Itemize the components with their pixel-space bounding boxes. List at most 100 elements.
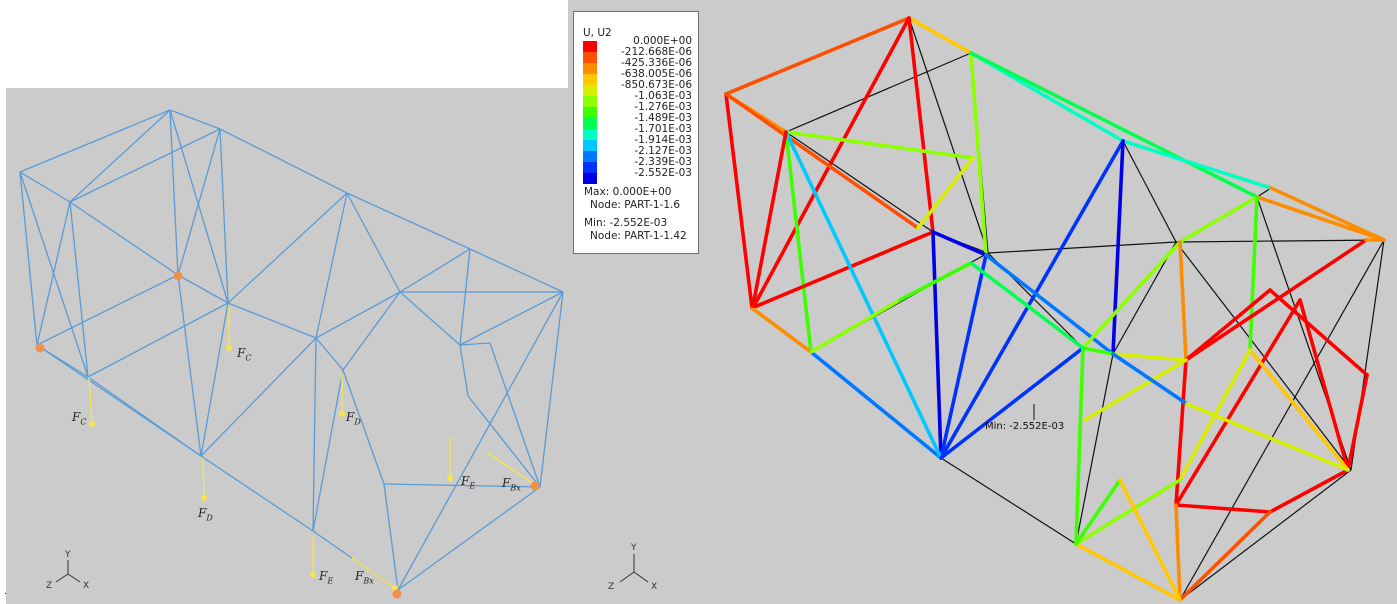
- legend-min-node: Node: PART-1-1.42: [590, 230, 687, 242]
- axis-x-label: X: [651, 582, 657, 592]
- truss-member: [469, 248, 564, 293]
- truss-member: [397, 291, 564, 591]
- truss-member: [36, 344, 202, 457]
- truss-member: [219, 128, 348, 194]
- truss-member: [19, 171, 89, 378]
- load-arrow-shaft: [351, 557, 396, 589]
- deformed-member: [1269, 186, 1386, 242]
- legend-value-label: -1.276E-03: [634, 101, 692, 113]
- legend-value-label: -2.339E-03: [634, 156, 692, 168]
- load-arrow-shaft: [202, 457, 205, 499]
- truss-member: [539, 291, 564, 488]
- undeformed-outline-edge: [1256, 187, 1272, 198]
- truss-member: [383, 483, 541, 488]
- deformed-member: [750, 306, 813, 354]
- deformed-member: [1074, 346, 1085, 546]
- load-arrow-head: [392, 585, 398, 591]
- deformed-member: [1111, 352, 1187, 362]
- truss-member: [177, 274, 202, 457]
- axis-x-label: X: [83, 581, 89, 591]
- support-symbol: [392, 589, 402, 599]
- deformed-member: [1074, 542, 1182, 602]
- truss-member: [36, 274, 179, 346]
- undeformed-outline-edge: [987, 241, 1177, 254]
- deformed-member: [1185, 402, 1350, 472]
- legend-max-node: Node: PART-1-1.6: [590, 199, 681, 211]
- deformed-member: [1074, 478, 1182, 546]
- deformed-member: [724, 92, 754, 310]
- truss-member: [459, 248, 471, 346]
- force-label-fc: FC: [72, 410, 87, 427]
- legend-color-swatch: [583, 85, 597, 96]
- legend-value-label: -425.336E-06: [621, 57, 692, 69]
- undeformed-model-viewport[interactable]: Y X Z FC FC FD FD FE FE FBx FBx: [6, 88, 568, 604]
- force-label-fc: FC: [237, 346, 252, 363]
- deformed-member: [1074, 478, 1122, 546]
- deformed-member: [1268, 468, 1350, 514]
- truss-member: [399, 291, 461, 346]
- truss-member: [177, 128, 221, 276]
- truss-member: [69, 128, 221, 203]
- load-arrow-head: [89, 421, 95, 427]
- truss-member: [399, 248, 471, 293]
- deformed-member: [939, 346, 1085, 460]
- truss-member: [346, 192, 401, 293]
- force-label-fbx: FBx: [502, 476, 521, 493]
- undeformed-outline-edge: [1075, 353, 1114, 545]
- deformed-member: [1174, 298, 1302, 507]
- truss-member: [36, 201, 71, 346]
- deformed-member: [969, 51, 1259, 199]
- undeformed-outline-edge: [940, 457, 1077, 545]
- contour-legend[interactable]: U, U2 0.000E+00 -212.668E-06 -425.336E-06-…: [573, 11, 699, 254]
- truss-member: [315, 337, 344, 371]
- deformed-member: [1111, 352, 1189, 406]
- axis-y-label: Y: [630, 543, 637, 553]
- deformed-member: [1346, 373, 1369, 472]
- truss-member: [200, 337, 317, 457]
- undeformed-outline-edge: [785, 131, 934, 233]
- truss-member: [342, 291, 401, 371]
- legend-value-label: -1.063E-03: [634, 90, 692, 102]
- load-arrow-head: [447, 475, 453, 481]
- deformed-members: [724, 16, 1386, 602]
- supports: [35, 271, 540, 599]
- axis-y-label: Y: [64, 550, 71, 560]
- support-symbol: [173, 271, 183, 281]
- truss-members: [19, 109, 564, 591]
- legend-value-label: -1.489E-03: [634, 112, 692, 124]
- legend-color-swatch: [583, 162, 597, 173]
- deformed-member: [1178, 240, 1188, 362]
- legend-color-swatch: [583, 41, 597, 52]
- legend-value-label: -1.701E-03: [634, 123, 692, 135]
- truss-member: [383, 483, 399, 591]
- deformed-member: [750, 230, 935, 310]
- truss-member: [69, 201, 179, 276]
- deformed-member: [784, 130, 943, 460]
- deformed-member: [907, 16, 973, 55]
- deformed-member: [969, 261, 1085, 350]
- deformed-member: [1081, 240, 1182, 350]
- truss-member: [219, 128, 229, 304]
- truss-member: [69, 109, 171, 203]
- deformed-member: [1298, 298, 1350, 472]
- deformed-member: [1174, 503, 1182, 602]
- truss-member: [177, 274, 229, 304]
- legend-color-swatch: [583, 151, 597, 162]
- force-label-fd: FD: [346, 410, 361, 427]
- axis-z-label: Z: [46, 581, 52, 591]
- deformed-member: [1248, 195, 1259, 352]
- force-label-fd: FD: [198, 506, 213, 523]
- load-arrow-shaft: [88, 376, 93, 425]
- contour-plot-viewport[interactable]: Y X Z Min: -2.552E-03: [568, 0, 1397, 604]
- truss-member: [69, 201, 89, 378]
- truss-member: [169, 109, 229, 304]
- truss-member: [169, 109, 179, 276]
- truss-member: [227, 302, 317, 339]
- legend-color-swatch: [583, 140, 597, 151]
- deformed-member: [1111, 139, 1125, 356]
- deformed-member: [907, 16, 935, 234]
- truss-member: [19, 171, 38, 346]
- support-symbol: [35, 343, 45, 353]
- deformed-member: [1174, 503, 1272, 514]
- undeformed-outline-edge: [908, 17, 989, 254]
